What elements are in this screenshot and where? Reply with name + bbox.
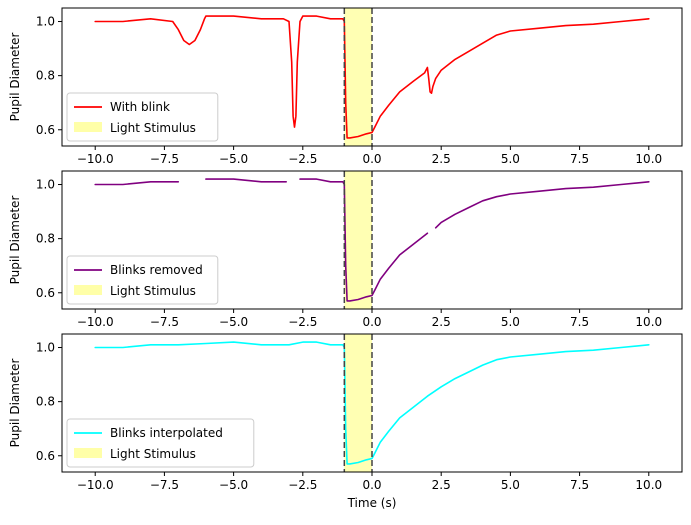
stimulus-band xyxy=(344,334,372,472)
stimulus-band xyxy=(344,8,372,146)
y-axis-label: Pupil Diameter xyxy=(8,196,22,285)
x-tick-label: −7.5 xyxy=(150,315,179,329)
chart-panel-1: −10.0 −7.5 −5.0 −2.5 0.0 2.5 5.0 7.5 10.0 0.6 0.8 1… xyxy=(8,7,683,166)
x-tick-label: 5.0 xyxy=(501,152,520,166)
series-line-1 xyxy=(94,341,650,465)
y-tick-label: 0.6 xyxy=(36,123,55,137)
x-tick-label: −2.5 xyxy=(288,152,317,166)
y-tick-label: 0.8 xyxy=(36,232,55,246)
x-tick-label: 10.0 xyxy=(635,478,662,492)
y-tick-label: 0.6 xyxy=(36,286,55,300)
y-tick-label: 0.8 xyxy=(36,395,55,409)
x-tick-label: 7.5 xyxy=(570,478,589,492)
legend-label-stimulus: Light Stimulus xyxy=(110,284,196,298)
series-line-1 xyxy=(94,15,650,139)
y-tick-label: 1.0 xyxy=(36,178,55,192)
x-tick-label: 5.0 xyxy=(501,315,520,329)
x-tick-label: −2.5 xyxy=(288,315,317,329)
x-tick-label: 0.0 xyxy=(362,478,381,492)
legend-box xyxy=(66,255,219,305)
x-tick-label: 0.0 xyxy=(362,315,381,329)
y-axis-label: Pupil Diameter xyxy=(8,33,22,122)
series-line-1-segment-1 xyxy=(94,181,180,186)
legend-box xyxy=(66,418,255,468)
legend-label-series: Blinks interpolated xyxy=(110,426,223,440)
legend-label-stimulus: Light Stimulus xyxy=(110,447,196,461)
x-tick-label: 5.0 xyxy=(501,478,520,492)
legend-label-stimulus: Light Stimulus xyxy=(110,121,196,135)
x-tick-label: −10.0 xyxy=(77,478,114,492)
y-tick-label: 1.0 xyxy=(36,341,55,355)
x-tick-label: 7.5 xyxy=(570,152,589,166)
x-axis-label: Time (s) xyxy=(347,496,397,510)
legend-swatch-stimulus xyxy=(74,285,102,295)
x-tick-label: −5.0 xyxy=(219,315,248,329)
x-tick-label: −10.0 xyxy=(77,315,114,329)
legend-swatch-stimulus xyxy=(74,122,102,132)
x-tick-label: −2.5 xyxy=(288,478,317,492)
x-tick-label: −5.0 xyxy=(219,152,248,166)
series-line-1-segment-4 xyxy=(434,181,650,229)
x-tick-label: 7.5 xyxy=(570,315,589,329)
x-tick-label: 2.5 xyxy=(432,315,451,329)
legend-label-series: Blinks removed xyxy=(110,263,203,277)
x-tick-label: 2.5 xyxy=(432,152,451,166)
x-tick-label: −7.5 xyxy=(150,478,179,492)
y-tick-label: 1.0 xyxy=(36,15,55,29)
series-line-1-segment-3 xyxy=(299,178,429,302)
x-tick-label: 2.5 xyxy=(432,478,451,492)
y-axis-label: Pupil Diameter xyxy=(8,359,22,448)
y-tick-label: 0.6 xyxy=(36,449,55,463)
x-tick-label: 0.0 xyxy=(362,152,381,166)
stimulus-band xyxy=(344,171,372,309)
legend-label-series: With blink xyxy=(110,100,170,114)
legend-swatch-stimulus xyxy=(74,448,102,458)
x-tick-label: −5.0 xyxy=(219,478,248,492)
y-tick-label: 0.8 xyxy=(36,69,55,83)
legend-box xyxy=(66,92,219,142)
x-tick-label: −7.5 xyxy=(150,152,179,166)
x-tick-label: 10.0 xyxy=(635,315,662,329)
series-line-1-segment-2 xyxy=(205,178,288,183)
x-tick-label: 10.0 xyxy=(635,152,662,166)
chart-panel-2: −10.0 −7.5 −5.0 −2.5 0.0 2.5 5.0 7.5 10.0 0.6 0.8 1… xyxy=(8,170,683,329)
x-tick-label: −10.0 xyxy=(77,152,114,166)
chart-panel-3: −10.0 −7.5 −5.0 −2.5 0.0 2.5 5.0 7.5 10.0 0.6 0.8 1… xyxy=(8,333,683,510)
